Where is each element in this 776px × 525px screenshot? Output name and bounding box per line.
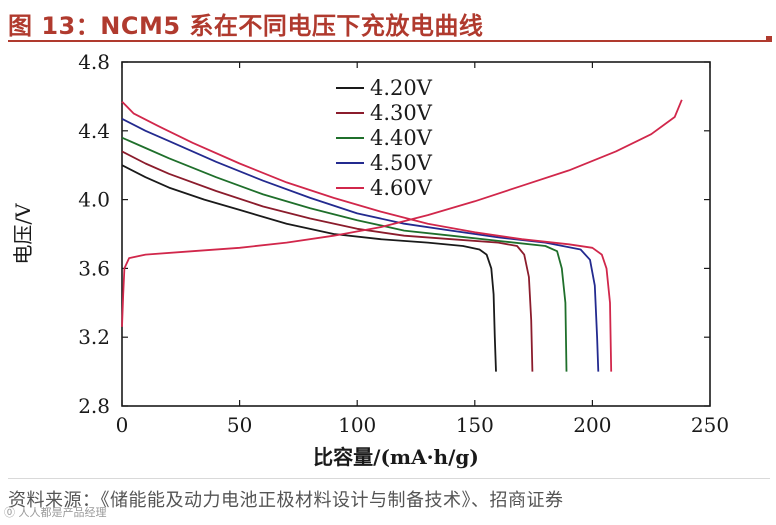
- series-line-charge: [121, 99, 683, 327]
- figure-title: 图 13：NCM5 系在不同电压下充放电曲线: [8, 12, 484, 40]
- x-tick-label: 200: [573, 413, 611, 437]
- series-layer: [121, 99, 683, 372]
- x-tick-label: 250: [691, 413, 729, 437]
- figure-source: 资料来源：《储能能及动力电池正极材料设计与制备技术》、招商证券: [8, 490, 564, 511]
- y-tick-label: 4.8: [78, 50, 110, 74]
- series-line-4-40v: [121, 136, 568, 372]
- series-line-4-20v: [121, 164, 497, 372]
- y-axis-label: 电压/V: [11, 203, 35, 265]
- legend-label: 4.30V: [370, 101, 433, 125]
- legend-label: 4.60V: [370, 176, 433, 200]
- chart-frame-layer: [121, 61, 711, 407]
- series-line-4-30v: [121, 150, 534, 372]
- x-tick-label: 100: [338, 413, 376, 437]
- x-tick-label: 150: [456, 413, 494, 437]
- y-tick-label: 3.2: [78, 325, 110, 349]
- series-line-4-50v: [121, 117, 600, 372]
- y-tick-label: 4.0: [78, 188, 110, 212]
- series-line-4-60v: [121, 100, 613, 372]
- figure-header: 图 13：NCM5 系在不同电压下充放电曲线: [8, 2, 772, 42]
- y-tick-label: 4.4: [78, 119, 110, 143]
- plot-frame: [121, 61, 711, 407]
- source-divider: [8, 478, 770, 479]
- legend-label: 4.20V: [370, 76, 433, 100]
- x-tick-label: 50: [227, 413, 252, 437]
- y-tick-label: 3.6: [78, 256, 110, 280]
- y-tick-label: 2.8: [78, 394, 110, 418]
- legend-label: 4.50V: [370, 151, 433, 175]
- header-rule-marker: [766, 36, 772, 42]
- x-tick-label: 0: [116, 413, 129, 437]
- legend-label: 4.40V: [370, 126, 433, 150]
- x-axis-label: 比容量/(mA·h/g): [313, 445, 479, 469]
- axis-ticks-layer: 0 50 100 150 200 250 2.8 3.2 3.6 4.0 4.4 4.8: [78, 50, 729, 437]
- watermark-text: ⓪ 人人都是产品经理: [4, 506, 107, 519]
- chart-area: 0 50 100 150 200 250 2.8 3.2 3.6 4.0 4.4 4.8 4.20V 4…: [0, 44, 776, 476]
